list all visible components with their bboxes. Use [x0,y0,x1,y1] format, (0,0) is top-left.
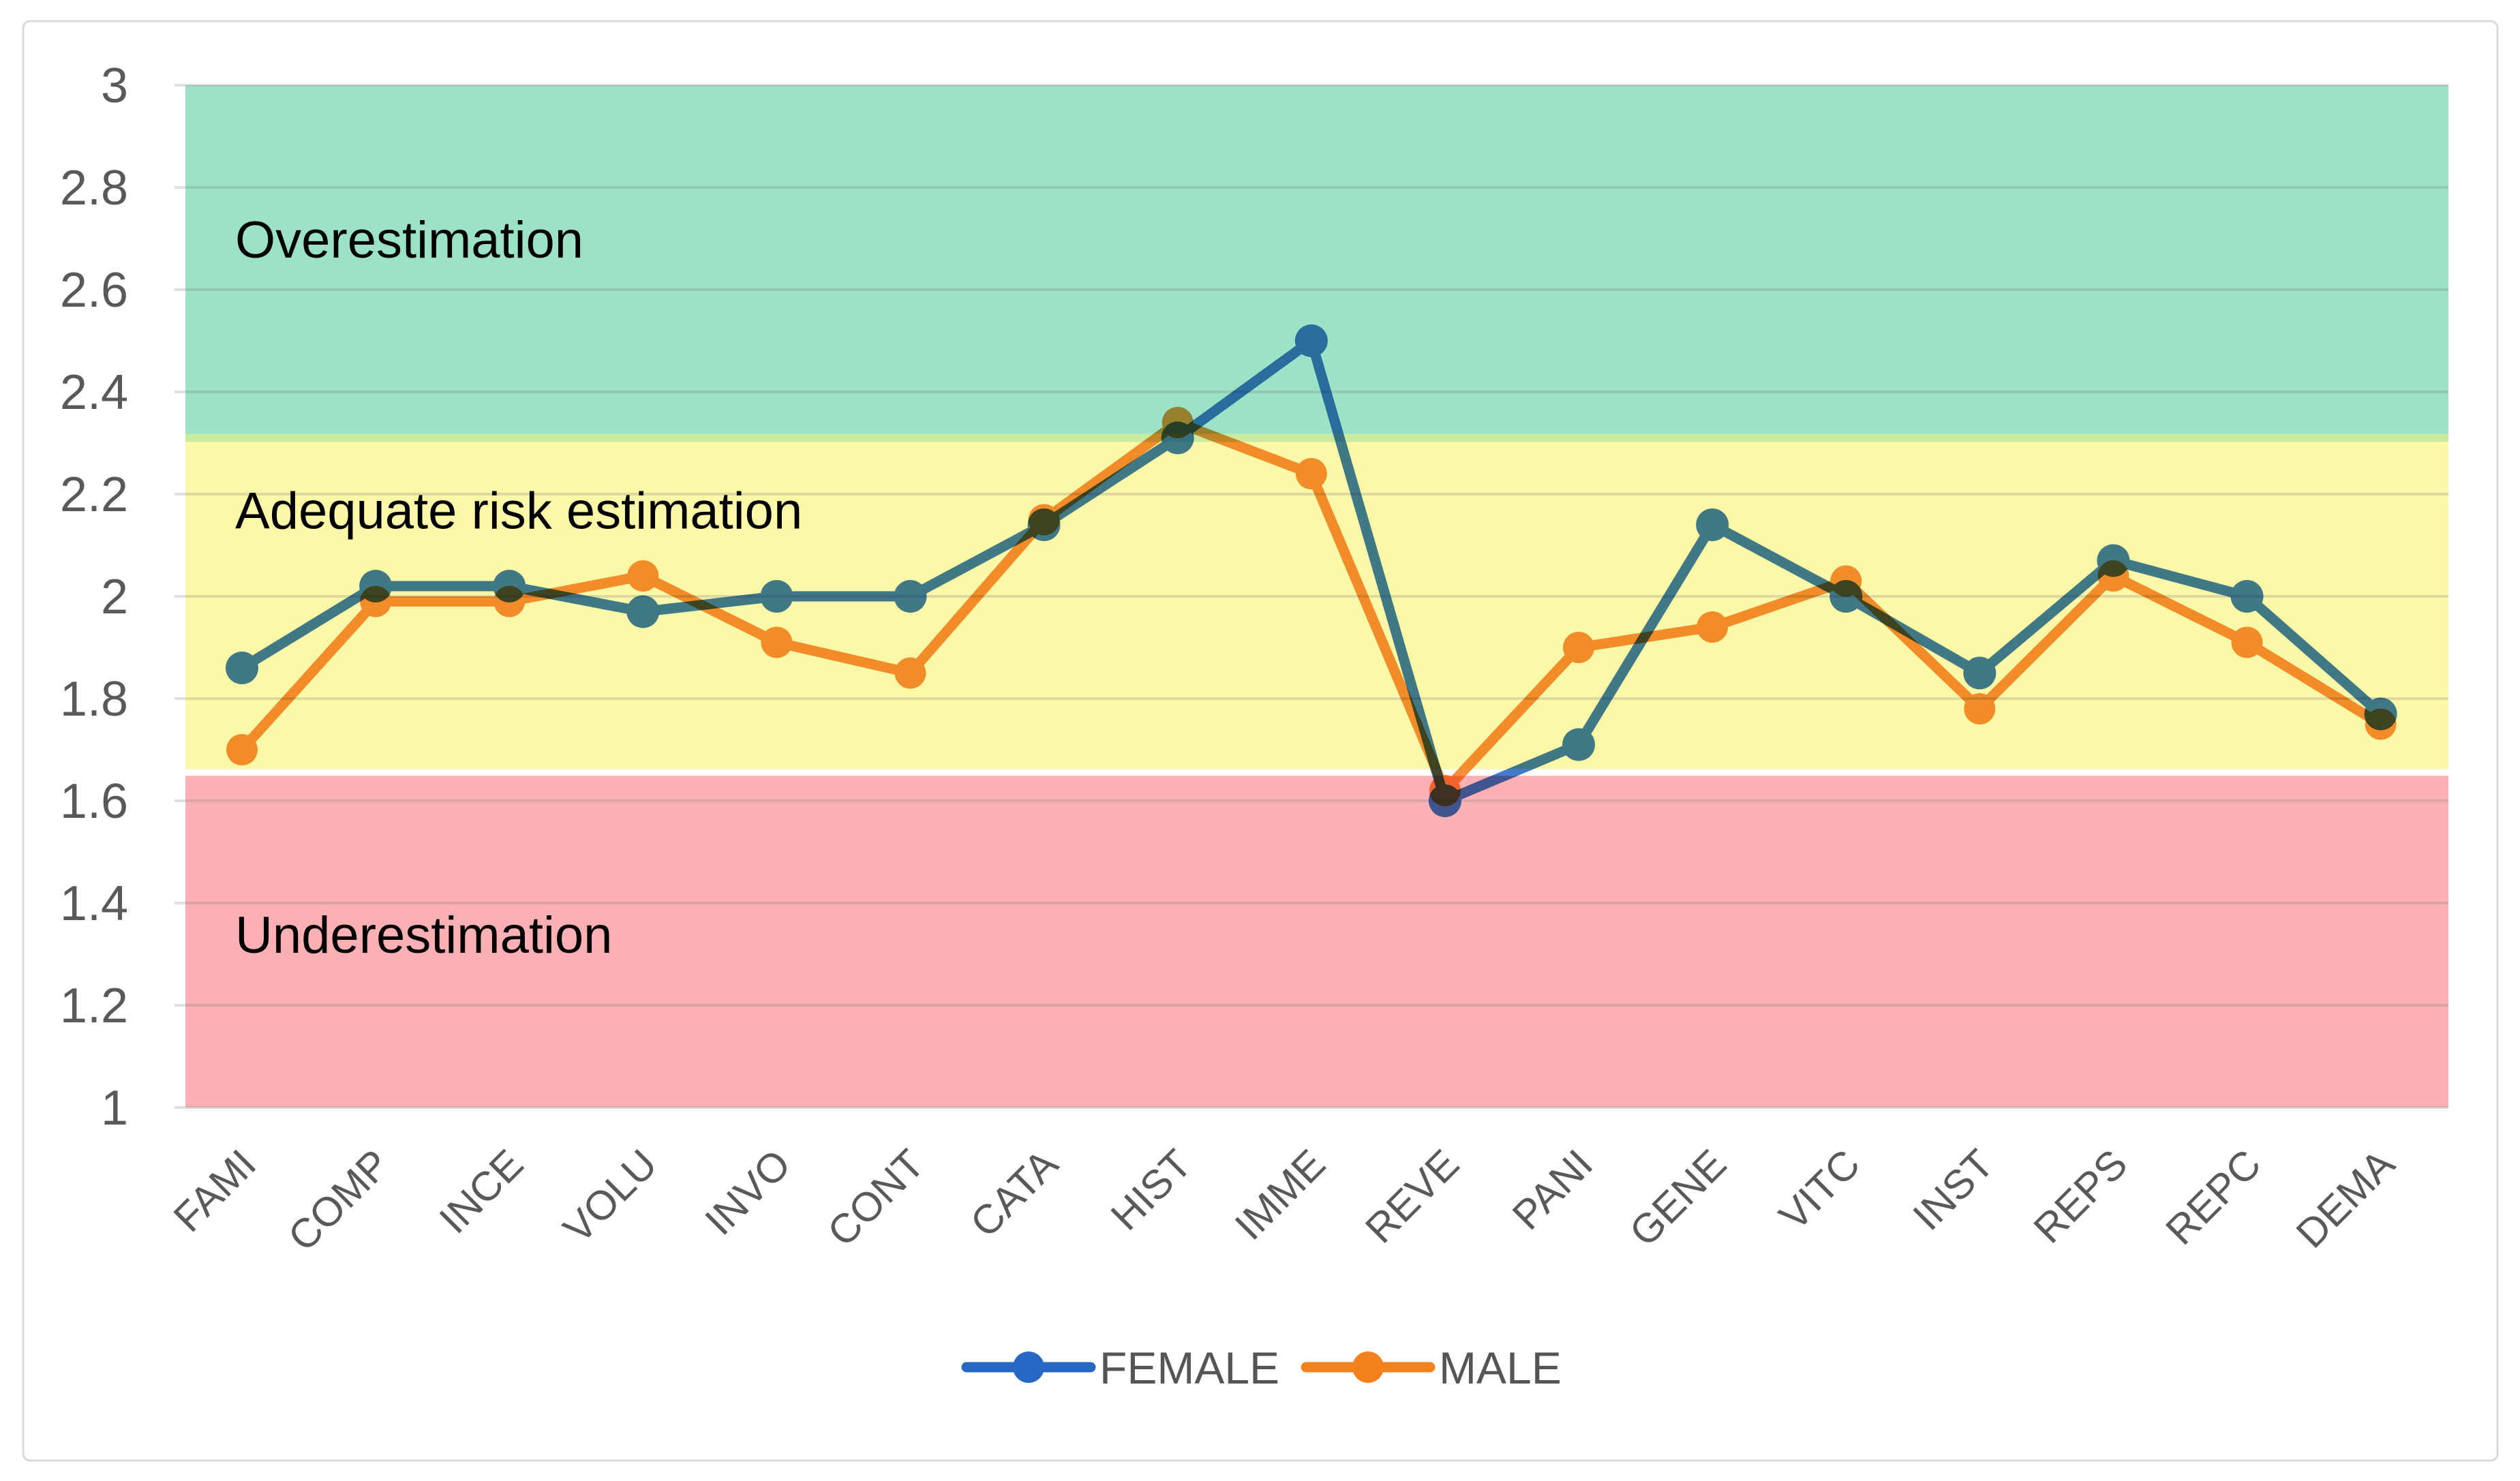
male-series-marker [360,585,392,617]
female-series-marker [894,580,927,613]
y-tick-label: 1.4 [60,876,128,931]
y-tick-label: 1.6 [60,774,128,829]
y-tick-label: 3 [101,59,128,113]
legend: FEMALE MALE [961,1343,1562,1393]
male-series-marker [1162,407,1194,438]
female-series-marker [226,652,258,684]
male-series-marker [1563,632,1594,663]
y-tick-label: 2.6 [60,263,128,318]
male-series-marker [2097,560,2129,592]
band-boundary-strip [185,433,2448,442]
female-series-marker [1294,324,1328,357]
band-underestimation [185,776,2448,1108]
y-tick-label: 2.8 [60,161,128,215]
chart-border [22,20,2499,1462]
legend-item-female: FEMALE [961,1343,1279,1393]
legend-item-male: MALE [1301,1343,1562,1393]
female-series-marker [760,580,793,613]
male-series-marker [761,626,793,658]
y-tick-label: 2 [101,570,128,624]
male-series-marker [1295,458,1327,489]
male-series-marker [1830,565,1862,597]
male-series-marker [1964,693,1996,724]
male-series-marker [1697,611,1729,643]
y-tick-label: 2.2 [60,468,128,522]
female-series-marker [1696,508,1729,541]
female-series-marker [1963,656,1997,690]
female-series-marker [2230,580,2264,613]
legend-label-male: MALE [1439,1343,1562,1393]
male-series-marker [1028,504,1060,536]
series-male [226,407,2397,806]
male-series-marker [2365,708,2397,740]
female-series-marker [1562,728,1595,761]
male-series-marker [2231,626,2263,658]
y-tick-label: 1 [101,1081,128,1135]
male-series-marker [226,734,258,765]
legend-marker-male [1352,1352,1384,1383]
legend-label-female: FEMALE [1099,1343,1279,1393]
band-label-adequate-risk-estimation: Adequate risk estimation [235,483,802,540]
y-tick-label: 1.2 [60,979,128,1033]
male-series-marker [494,585,526,617]
band-label-underestimation: Underestimation [235,906,612,964]
female-series-marker [626,595,660,628]
male-series-marker [1429,775,1461,806]
male-series-marker [627,560,659,592]
legend-marker-female [1013,1352,1044,1383]
band-label-overestimation: Overestimation [235,211,583,269]
y-tick-label: 2.4 [60,365,128,420]
y-tick-label: 1.8 [60,672,128,727]
male-series-marker [894,657,926,689]
